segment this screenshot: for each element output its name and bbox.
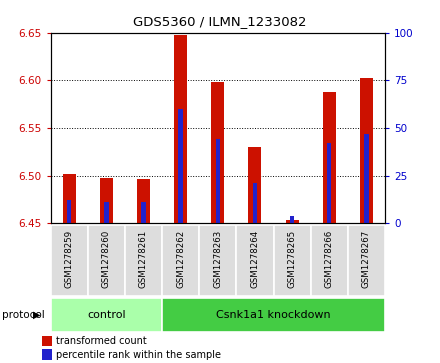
Text: Csnk1a1 knockdown: Csnk1a1 knockdown — [216, 310, 331, 320]
Text: control: control — [87, 310, 126, 320]
Text: GDS5360 / ILMN_1233082: GDS5360 / ILMN_1233082 — [133, 15, 307, 28]
Bar — [42, 350, 52, 360]
Bar — [216, 139, 220, 223]
Text: GSM1278264: GSM1278264 — [250, 230, 260, 288]
Bar — [290, 216, 294, 223]
Bar — [42, 336, 52, 346]
Text: GSM1278267: GSM1278267 — [362, 230, 371, 288]
Text: ▶: ▶ — [33, 310, 40, 320]
Text: GSM1278261: GSM1278261 — [139, 230, 148, 288]
Text: GSM1278265: GSM1278265 — [288, 230, 297, 288]
Bar — [67, 200, 71, 223]
Bar — [162, 225, 199, 296]
Bar — [323, 92, 336, 223]
Bar — [125, 225, 162, 296]
Bar — [178, 109, 183, 223]
Bar — [199, 225, 236, 296]
Bar — [162, 298, 385, 332]
Text: percentile rank within the sample: percentile rank within the sample — [55, 350, 220, 360]
Bar — [100, 178, 113, 223]
Bar — [104, 202, 109, 223]
Bar — [137, 179, 150, 223]
Bar — [211, 82, 224, 223]
Bar — [274, 225, 311, 296]
Bar — [249, 147, 261, 223]
Bar — [51, 225, 88, 296]
Bar — [327, 143, 331, 223]
Bar — [236, 225, 274, 296]
Text: GSM1278262: GSM1278262 — [176, 230, 185, 288]
Bar — [62, 174, 76, 223]
Bar — [311, 225, 348, 296]
Text: protocol: protocol — [2, 310, 45, 320]
Text: GSM1278260: GSM1278260 — [102, 230, 111, 288]
Bar — [364, 134, 369, 223]
Text: GSM1278259: GSM1278259 — [65, 230, 73, 288]
Bar — [360, 78, 373, 223]
Bar — [51, 298, 162, 332]
Bar — [348, 225, 385, 296]
Bar — [253, 183, 257, 223]
Text: GSM1278263: GSM1278263 — [213, 230, 222, 288]
Text: GSM1278266: GSM1278266 — [325, 230, 334, 288]
Bar — [141, 202, 146, 223]
Bar — [286, 220, 299, 223]
Bar — [174, 34, 187, 223]
Text: transformed count: transformed count — [55, 336, 146, 346]
Bar — [88, 225, 125, 296]
